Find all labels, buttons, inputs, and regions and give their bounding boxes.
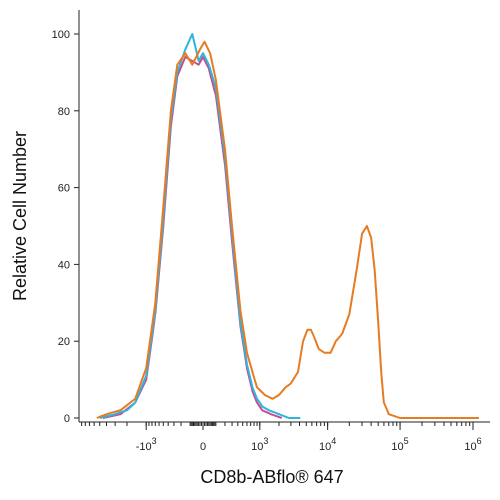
y-tick-label: 20: [58, 336, 70, 348]
histogram-series-line: [102, 56, 283, 419]
x-axis-title: CD8b-ABflo® 647: [200, 467, 343, 487]
x-axis-ticks: -103 0 103 104 105 106: [81, 422, 482, 453]
x-tick-label: 105: [391, 436, 408, 453]
histogram-series-group: [96, 33, 479, 419]
x-tick-label: 0: [200, 441, 206, 453]
y-axis-title: Relative Cell Number: [10, 131, 30, 301]
x-tick-label: -103: [136, 436, 157, 453]
x-tick-label: 104: [319, 436, 336, 453]
histogram-series-line: [96, 40, 479, 419]
y-tick-label: 40: [58, 259, 70, 271]
y-tick-label: 80: [58, 106, 70, 118]
x-tick-label: 106: [464, 436, 481, 453]
x-tick-label: 103: [251, 436, 268, 453]
y-tick-label: 0: [64, 413, 70, 425]
y-tick-label: 100: [52, 29, 70, 41]
histogram-series-line: [99, 33, 301, 419]
y-tick-label: 60: [58, 183, 70, 195]
y-axis-ticks: 0 20 40 60 80 100: [52, 29, 79, 425]
plot-frame: [78, 10, 490, 423]
